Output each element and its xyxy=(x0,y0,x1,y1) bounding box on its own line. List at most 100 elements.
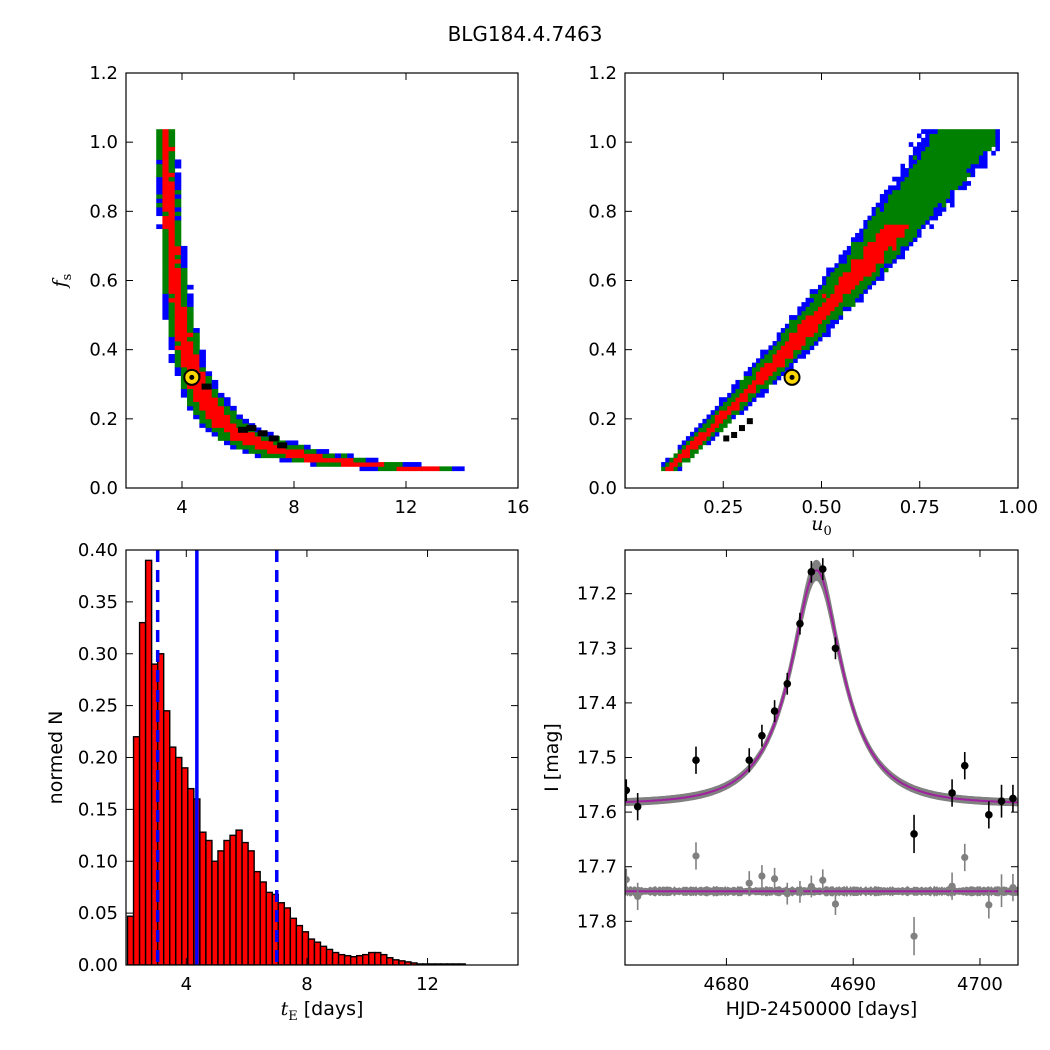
heatmap-cell xyxy=(855,237,860,242)
heatmap-cell xyxy=(867,219,873,225)
heatmap-cell xyxy=(945,194,951,199)
heatmap-cell xyxy=(896,219,901,225)
heatmap-cell xyxy=(867,245,873,251)
residual-point xyxy=(948,882,956,890)
heatmap-cell xyxy=(937,211,943,217)
heatmap-cell xyxy=(248,440,256,446)
heatmap-cell xyxy=(950,189,955,195)
heatmap-cell xyxy=(921,150,926,156)
heatmap-cell xyxy=(162,250,169,255)
heatmap-cell xyxy=(168,289,176,294)
heatmap-cell xyxy=(842,302,848,307)
heatmap-cell xyxy=(892,202,897,208)
heatmap-cell xyxy=(230,405,237,411)
heatmap-cell xyxy=(954,146,959,152)
heatmap-cell xyxy=(950,198,955,204)
data-point xyxy=(633,802,642,811)
heatmap-cell xyxy=(174,284,182,290)
heatmap-cell xyxy=(156,198,163,204)
heatmap-cell xyxy=(673,457,679,463)
heatmap-cell xyxy=(850,245,856,251)
heatmap-cell xyxy=(925,176,930,182)
heatmap-cell xyxy=(904,189,910,195)
heatmap-cell xyxy=(702,418,707,424)
heatmap-cell xyxy=(925,133,930,139)
heatmap-cell xyxy=(784,366,790,372)
histogram-bar xyxy=(362,953,370,965)
residual-point xyxy=(770,875,779,883)
heatmap-cell xyxy=(805,328,811,333)
heatmap-cell xyxy=(929,176,934,182)
heatmap-cell xyxy=(883,224,889,230)
heatmap-cell xyxy=(731,401,736,407)
histogram-bar xyxy=(223,839,231,965)
x-tick-label: 0.25 xyxy=(703,497,743,518)
heatmap-cell xyxy=(933,168,939,173)
best-pixel xyxy=(277,442,288,449)
heatmap-cell xyxy=(768,366,773,372)
heatmap-cell xyxy=(764,362,769,368)
heatmap-cell xyxy=(912,232,918,238)
heatmap-cell xyxy=(991,150,996,156)
residual-point xyxy=(783,890,791,898)
heatmap-cell xyxy=(174,211,182,217)
heatmap-cell xyxy=(834,319,839,325)
heatmap-cell xyxy=(180,293,188,299)
heatmap-cell xyxy=(211,401,219,407)
heatmap-cell xyxy=(908,142,914,147)
heatmap-cell xyxy=(809,315,815,320)
heatmap-cell xyxy=(187,319,194,325)
heatmap-cell xyxy=(867,271,873,277)
heatmap-cell xyxy=(950,181,955,186)
heatmap-cell xyxy=(180,284,188,290)
heatmap-cell xyxy=(772,341,778,346)
heatmap-cell xyxy=(236,440,243,446)
heatmap-cell xyxy=(863,254,868,260)
heatmap-cell xyxy=(863,241,868,247)
heatmap-cell xyxy=(304,444,311,450)
heatmap-cell xyxy=(937,207,943,212)
heatmap-cell xyxy=(162,159,169,165)
heatmap-cell xyxy=(747,371,753,377)
heatmap-cell xyxy=(892,232,897,238)
heatmap-cell xyxy=(875,263,881,268)
heatmap-cell xyxy=(908,181,914,186)
heatmap-cell xyxy=(789,319,794,325)
heatmap-cell xyxy=(694,427,699,433)
heatmap-cell xyxy=(929,159,934,165)
heatmap-cell xyxy=(174,159,182,165)
heatmap-cell xyxy=(764,353,769,359)
heatmap-cell xyxy=(168,237,176,242)
heatmap-cell xyxy=(371,466,379,472)
heatmap-cell xyxy=(830,310,835,316)
heatmap-cell xyxy=(871,224,877,230)
heatmap-cell xyxy=(929,224,934,230)
heatmap-cell xyxy=(892,215,897,221)
heatmap-cell xyxy=(199,371,206,377)
heatmap-cell xyxy=(929,168,934,173)
heatmap-cell xyxy=(291,453,299,459)
heatmap-cell xyxy=(912,168,918,173)
heatmap-cell xyxy=(875,237,881,242)
heatmap-cell xyxy=(224,410,231,415)
heatmap-cell xyxy=(991,137,996,143)
heatmap-cell xyxy=(297,449,305,454)
heatmap-cell xyxy=(162,245,169,251)
heatmap-cell xyxy=(180,366,188,372)
heatmap-cell xyxy=(310,453,317,459)
heatmap-cell xyxy=(958,185,963,191)
heatmap-cell xyxy=(892,224,897,230)
heatmap-cell xyxy=(941,194,947,199)
heatmap-cell xyxy=(328,457,336,463)
heatmap-cell xyxy=(328,462,336,467)
heatmap-cell xyxy=(978,142,984,147)
heatmap-cell xyxy=(187,349,194,355)
heatmap-cell xyxy=(694,431,699,437)
heatmap-cell xyxy=(780,332,786,338)
heatmap-cell xyxy=(937,146,943,152)
heatmap-cell xyxy=(859,258,864,264)
heatmap-cell xyxy=(390,466,397,472)
heatmap-cell xyxy=(912,146,918,152)
heatmap-cell xyxy=(929,146,934,152)
heatmap-cell xyxy=(813,328,819,333)
